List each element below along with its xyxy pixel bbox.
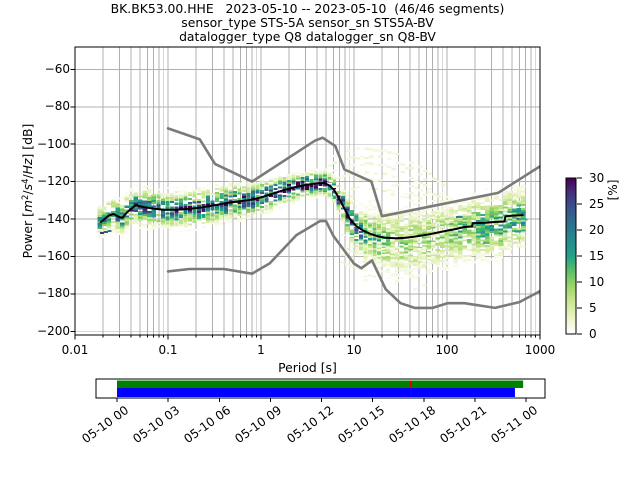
colorbar-tick-label: 20: [589, 222, 605, 237]
timeline-coverage: [95, 378, 546, 402]
y-axis-label-part: /: [20, 190, 35, 195]
data-availability-bar: [117, 388, 515, 397]
figure-title-line3: datalogger_type Q8 datalogger_sn Q8-BV: [179, 29, 436, 44]
axis-ticks: [70, 68, 541, 340]
y-axis-label-part: /: [20, 174, 35, 179]
mean-psd-curve: [99, 182, 524, 240]
x-axis-label: Period [s]: [278, 360, 337, 375]
y-tick-label: −80: [44, 99, 70, 114]
colorbar-tick-label: 0: [589, 326, 597, 341]
figure-title-line1: BK.BK53.00.HHE 2023-05-10 -- 2023-05-10 …: [110, 1, 505, 16]
y-axis-label-part: Hz: [20, 158, 35, 175]
figure-title-line2: sensor_type STS-5A sensor_sn STS5A-BV: [181, 15, 434, 30]
y-axis-label-part: 4: [21, 178, 31, 184]
nlnm-curve: [166, 219, 540, 310]
psd-coverage-bar: [117, 380, 524, 388]
y-tick-label: −200: [37, 323, 70, 338]
y-tick-label: −180: [37, 286, 70, 301]
colorbar-tick-label: 15: [589, 248, 605, 263]
colorbar-unit-label: [%]: [606, 179, 620, 201]
y-axis-label-part: 2: [21, 194, 31, 200]
y-axis-label-part: s: [20, 183, 35, 191]
colorbar-tick-label: 10: [589, 274, 605, 289]
x-tick-label: 1000: [524, 343, 556, 357]
y-axis-label-part: m: [20, 200, 35, 213]
y-tick-label: −120: [37, 174, 70, 189]
colorbar-ticks: [577, 177, 582, 335]
colorbar-tick-label: 30: [589, 170, 605, 185]
plot-frame: [74, 46, 541, 336]
x-tick-label: 100: [435, 343, 459, 357]
gap-marker: [409, 380, 412, 388]
x-tick-label: 10: [346, 343, 362, 357]
nhnm-curve: [166, 127, 540, 218]
x-tick-label: 0.01: [61, 343, 89, 357]
x-tick-label: 0.1: [158, 343, 178, 357]
y-tick-label: −60: [44, 61, 70, 76]
colorbar-tick-label: 5: [589, 300, 597, 315]
x-tick-label: 1: [257, 343, 265, 357]
y-tick-label: −140: [37, 211, 70, 226]
y-axis-label-part: Power [: [20, 212, 35, 259]
y-tick-label: −100: [37, 136, 70, 151]
y-axis-label-part: ] [dB]: [20, 123, 35, 159]
y-axis-label: Power [m2/s4/Hz] [dB]: [20, 91, 36, 291]
y-tick-label: −160: [37, 248, 70, 263]
colorbar: [565, 177, 577, 335]
colorbar-tick-label: 25: [589, 196, 605, 211]
